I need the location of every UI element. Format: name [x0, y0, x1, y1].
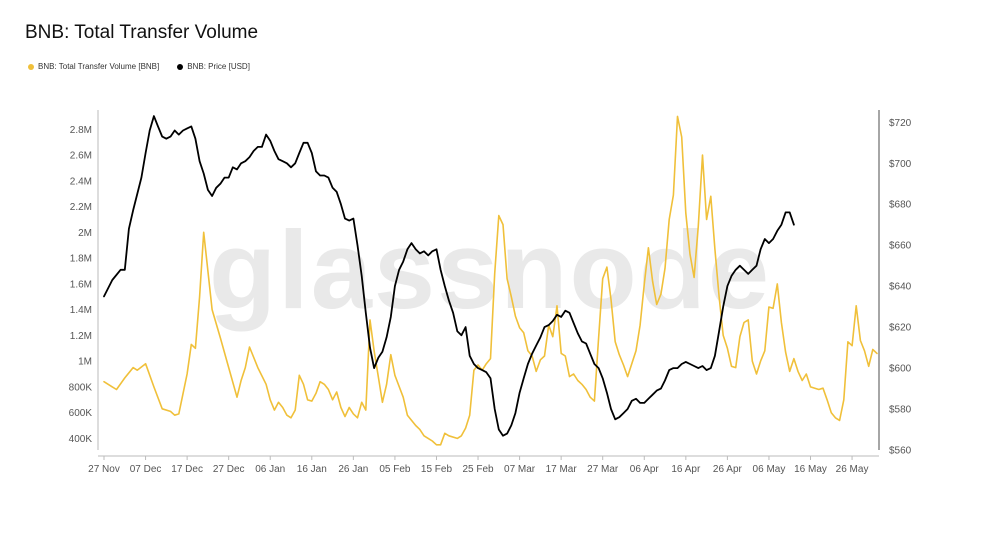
- left-tick-label: 2.2M: [70, 202, 92, 213]
- x-tick-label: 05 Feb: [379, 464, 411, 475]
- x-tick-label: 07 Dec: [130, 464, 162, 475]
- watermark-text: glassnode: [209, 209, 771, 332]
- left-tick-label: 1.4M: [70, 305, 92, 316]
- right-tick-label: $660: [889, 241, 912, 252]
- legend-dot-volume: [28, 63, 34, 70]
- left-tick-label: 1.6M: [70, 279, 92, 290]
- x-tick-label: 06 Apr: [630, 464, 660, 475]
- legend-item-price[interactable]: BNB: Price [USD]: [177, 62, 250, 71]
- left-tick-label: 2.4M: [70, 176, 92, 187]
- x-tick-label: 06 May: [753, 464, 786, 475]
- series-line-price[interactable]: [103, 115, 795, 437]
- left-tick-label: 2.8M: [70, 125, 92, 136]
- left-tick-label: 1.2M: [70, 331, 92, 342]
- right-axis: $560 $580 $600 $620 $640 $660 $680 $700 $720: [878, 110, 912, 457]
- left-tick-label: 800K: [69, 382, 93, 393]
- x-tick-label: 27 Dec: [213, 464, 245, 475]
- left-tick-label: 2M: [78, 228, 92, 239]
- x-tick-label: 25 Feb: [462, 464, 494, 475]
- x-tick-label: 27 Nov: [88, 464, 120, 475]
- left-tick-label: 1M: [78, 357, 92, 368]
- left-tick-label: 1.8M: [70, 254, 92, 265]
- x-tick-label: 26 Jan: [338, 464, 368, 475]
- legend-item-volume[interactable]: BNB: Total Transfer Volume [BNB]: [28, 62, 159, 71]
- x-tick-label: 16 May: [794, 464, 827, 475]
- x-tick-label: 26 May: [836, 464, 869, 475]
- right-tick-label: $700: [889, 159, 912, 170]
- left-tick-label: 600K: [69, 408, 93, 419]
- right-tick-label: $720: [889, 118, 912, 129]
- right-tick-label: $600: [889, 364, 912, 375]
- legend-dot-price: [177, 63, 184, 70]
- chart-legend: BNB: Total Transfer Volume [BNB] BNB: Pr…: [28, 62, 250, 71]
- x-tick-label: 26 Apr: [713, 464, 743, 475]
- x-tick-label: 16 Jan: [297, 464, 327, 475]
- left-axis: 400K 600K 800K 1M 1.2M 1.4M 1.6M 1.8M 2M 2.2M 2.4M…: [69, 110, 99, 450]
- legend-label-price: BNB: Price [USD]: [187, 62, 250, 71]
- x-tick-label: 15 Feb: [421, 464, 453, 475]
- left-tick-label: 2.6M: [70, 151, 92, 162]
- x-tick-label: 17 Dec: [171, 464, 203, 475]
- x-tick-label: 27 Mar: [587, 464, 619, 475]
- legend-label-volume: BNB: Total Transfer Volume [BNB]: [38, 62, 160, 71]
- right-tick-label: $640: [889, 282, 912, 293]
- series-line-volume[interactable]: [103, 115, 878, 446]
- x-tick-label: 07 Mar: [504, 464, 536, 475]
- x-tick-label: 17 Mar: [546, 464, 578, 475]
- right-tick-label: $580: [889, 405, 912, 416]
- x-tick-label: 16 Apr: [671, 464, 701, 475]
- left-tick-label: 400K: [69, 434, 93, 445]
- right-tick-label: $680: [889, 200, 912, 211]
- right-tick-label: $560: [889, 446, 912, 457]
- series-group: [103, 115, 878, 446]
- x-tick-label: 06 Jan: [255, 464, 285, 475]
- x-axis: 27 Nov 07 Dec 17 Dec 27 Dec 06 Jan 16 Jan 26 J…: [88, 455, 879, 475]
- chart-title: BNB: Total Transfer Volume: [25, 22, 259, 43]
- right-tick-label: $620: [889, 323, 912, 334]
